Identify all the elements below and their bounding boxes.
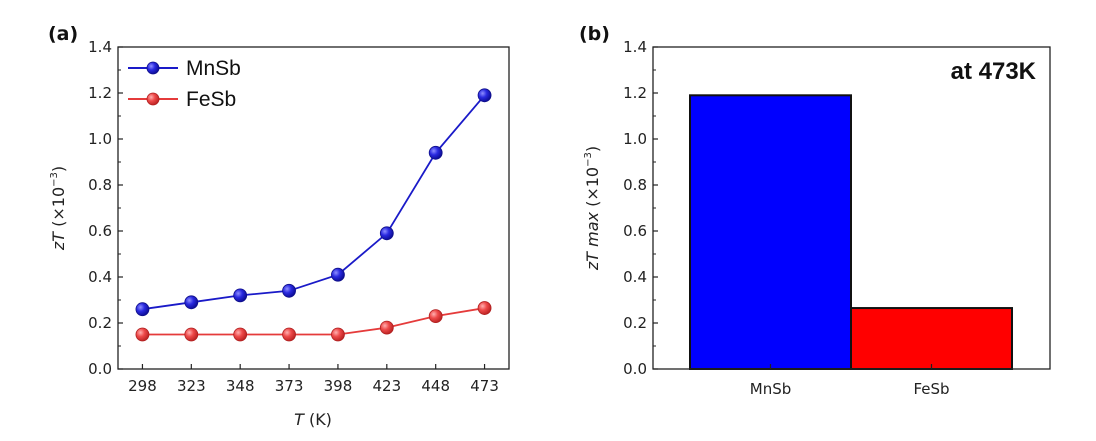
- y-axis-label-a-close: ): [49, 166, 68, 172]
- legend-item-mnsb: MnSb: [128, 57, 241, 80]
- y-axis-label-a-sup: −3: [49, 172, 60, 187]
- y-tick-label-a: 0.2: [88, 314, 112, 332]
- bar-mnsb: [689, 94, 852, 371]
- data-point-fesb: [428, 309, 443, 324]
- legend-item-fesb: FeSb: [128, 88, 236, 111]
- panel-label-a: (a): [48, 23, 78, 45]
- legend-label-fesb: FeSb: [186, 88, 236, 111]
- y-axis-label-b-unit: (×10: [583, 167, 602, 212]
- data-point-mnsb: [233, 288, 248, 303]
- bar-group-b: [689, 94, 1013, 371]
- y-tick-label-a: 0.4: [88, 268, 112, 286]
- x-axis-ticks-b: MnSb FeSb: [750, 364, 950, 398]
- data-point-mnsb: [477, 88, 492, 103]
- line-chart-zt-vs-temperature: (a) 0.0 0.2 0.4 0.6 0.8 1.0 1.2 1.4 298 323 348 37…: [48, 23, 510, 429]
- bar-fesb: [850, 307, 1013, 370]
- x-axis-label-a-var: T: [294, 410, 305, 429]
- y-tick-label-a: 0.8: [88, 176, 112, 194]
- y-tick-label-a: 1.0: [88, 130, 112, 148]
- y-tick-label-b: 0.4: [623, 268, 647, 286]
- y-tick-label-a: 1.2: [88, 84, 112, 102]
- y-tick-label-b: 0.6: [623, 222, 647, 240]
- data-point-fesb: [184, 327, 199, 342]
- data-point-fesb: [135, 327, 150, 342]
- series-line-fesb: [142, 307, 485, 336]
- legend-marker-fesb: [146, 92, 160, 106]
- y-axis-label-a-var: zT: [49, 231, 68, 251]
- legend-marker-mnsb: [146, 61, 160, 75]
- y-tick-label-b: 1.0: [623, 130, 647, 148]
- y-tick-label-a: 1.4: [88, 38, 112, 56]
- x-tick-label-a: 448: [421, 377, 450, 395]
- x-tick-label-a: 323: [177, 377, 206, 395]
- data-point-fesb: [282, 327, 296, 342]
- y-axis-label-b-sup: −3: [583, 152, 594, 167]
- annotation-at-473k: at 473K: [951, 58, 1037, 85]
- y-tick-label-b: 0.0: [623, 360, 647, 378]
- y-tick-label-b: 1.2: [623, 84, 647, 102]
- y-axis-ticks-b: 0.0 0.2 0.4 0.6 0.8 1.0 1.2 1.4: [623, 38, 658, 378]
- data-point-mnsb: [282, 283, 296, 298]
- data-point-fesb: [379, 320, 394, 335]
- y-axis-label-b-var: zT max: [583, 211, 602, 271]
- x-axis-label-a-unit: (K): [304, 410, 332, 429]
- legend-label-mnsb: MnSb: [186, 57, 241, 80]
- data-point-mnsb: [184, 295, 199, 310]
- legend-a: MnSb FeSb: [128, 57, 241, 111]
- data-point-fesb: [477, 301, 492, 315]
- y-axis-label-b: zT max (×10−3): [583, 146, 602, 271]
- x-tick-label-a: 398: [324, 377, 353, 395]
- y-axis-label-a-unit: (×10: [49, 187, 68, 232]
- x-tick-label-b: MnSb: [750, 380, 792, 398]
- x-tick-label-a: 423: [372, 377, 401, 395]
- y-tick-label-b: 1.4: [623, 38, 647, 56]
- data-point-fesb: [331, 327, 345, 342]
- plot-frame-a: [117, 46, 510, 370]
- panel-label-b: (b): [579, 23, 610, 45]
- data-point-mnsb: [428, 145, 443, 160]
- data-point-mnsb: [135, 302, 150, 317]
- y-axis-ticks-a: 0.0 0.2 0.4 0.6 0.8 1.0 1.2 1.4: [88, 38, 123, 378]
- data-point-mnsb: [331, 267, 345, 282]
- x-tick-label-b: FeSb: [913, 380, 949, 398]
- y-tick-label-a: 0.6: [88, 222, 112, 240]
- series-group-a: [135, 88, 492, 342]
- x-tick-label-a: 298: [128, 377, 157, 395]
- y-tick-label-b: 0.8: [623, 176, 647, 194]
- x-tick-label-a: 473: [470, 377, 499, 395]
- y-axis-label-b-close: ): [583, 146, 602, 152]
- x-tick-label-a: 373: [275, 377, 304, 395]
- y-tick-label-b: 0.2: [623, 314, 647, 332]
- y-tick-label-a: 0.0: [88, 360, 112, 378]
- bar-chart-zt-max: (b) 0.0 0.2 0.4 0.6 0.8 1.0 1.2 1.4 MnSb FeSb at…: [579, 23, 1051, 398]
- x-axis-ticks-a: 298 323 348 373 398 423 448 473: [128, 364, 499, 395]
- x-tick-label-a: 348: [226, 377, 255, 395]
- series-line-mnsb: [142, 94, 486, 311]
- data-point-fesb: [233, 327, 248, 342]
- x-axis-label-a: T (K): [294, 410, 332, 429]
- data-point-mnsb: [379, 226, 394, 241]
- y-axis-label-a: zT (×10−3): [49, 166, 68, 251]
